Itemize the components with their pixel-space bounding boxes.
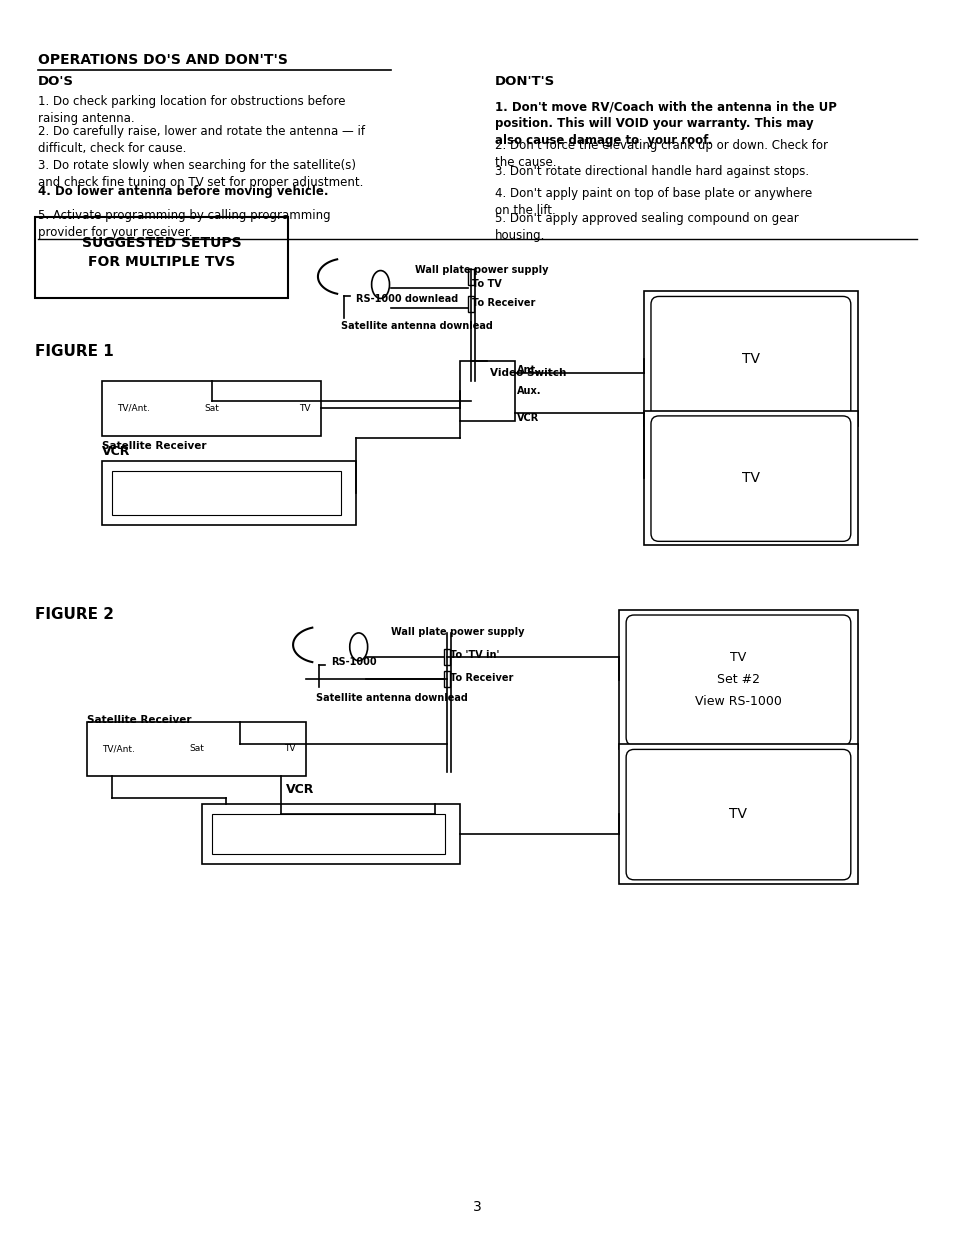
Bar: [212, 814, 445, 853]
FancyBboxPatch shape: [625, 750, 850, 879]
Text: 4. Do lower antenna before moving vehicle.: 4. Do lower antenna before moving vehicl…: [37, 185, 328, 198]
Text: DO'S: DO'S: [37, 75, 73, 89]
Text: 5. Don't apply approved sealing compound on gear
housing.: 5. Don't apply approved sealing compound…: [495, 212, 798, 242]
Bar: [102, 382, 320, 436]
Text: To TV: To TV: [472, 279, 501, 289]
Text: TV: TV: [729, 808, 747, 821]
Text: VCR: VCR: [286, 783, 314, 797]
Text: Wall plate power supply: Wall plate power supply: [415, 264, 548, 274]
Bar: [618, 745, 857, 884]
Text: VCR: VCR: [102, 445, 131, 458]
FancyBboxPatch shape: [650, 416, 850, 541]
Text: To Receiver: To Receiver: [450, 673, 513, 683]
Text: 3: 3: [472, 1200, 481, 1214]
Text: Satellite antenna downlead: Satellite antenna downlead: [340, 321, 492, 331]
Text: Wall plate power supply: Wall plate power supply: [390, 627, 523, 637]
Bar: [468, 296, 474, 312]
Text: 5. Activate programming by calling programming
provider for your receiver.: 5. Activate programming by calling progr…: [37, 209, 330, 238]
Text: RS-1000 downlead: RS-1000 downlead: [355, 294, 457, 305]
Ellipse shape: [350, 632, 367, 661]
FancyBboxPatch shape: [650, 296, 850, 422]
Text: To 'TV in': To 'TV in': [450, 650, 499, 659]
Bar: [102, 461, 355, 525]
FancyBboxPatch shape: [625, 615, 850, 746]
Text: RS-1000: RS-1000: [331, 657, 376, 667]
Ellipse shape: [372, 270, 389, 299]
Text: VCR: VCR: [517, 412, 538, 422]
Text: Sat: Sat: [189, 745, 204, 753]
Bar: [468, 268, 474, 284]
Text: 1. Do check parking location for obstructions before
raising antenna.: 1. Do check parking location for obstruc…: [37, 95, 345, 126]
Text: 1. Don't move RV/Coach with the antenna in the UP
position. This will VOID your : 1. Don't move RV/Coach with the antenna …: [495, 100, 836, 147]
Text: TV/Ant.: TV/Ant.: [102, 745, 135, 753]
Text: OPERATIONS DO'S AND DON'T'S: OPERATIONS DO'S AND DON'T'S: [37, 53, 287, 67]
Text: TV: TV: [741, 471, 760, 485]
Bar: [643, 411, 857, 546]
Text: Satellite antenna downlead: Satellite antenna downlead: [315, 693, 467, 703]
Text: FIGURE 1: FIGURE 1: [34, 345, 113, 359]
Text: 2. Do carefully raise, lower and rotate the antenna — if
difficult, check for ca: 2. Do carefully raise, lower and rotate …: [37, 125, 364, 156]
Text: Satellite Receiver: Satellite Receiver: [102, 441, 207, 451]
Text: TV: TV: [730, 651, 746, 664]
Bar: [112, 471, 340, 515]
Text: Set #2: Set #2: [717, 673, 760, 687]
Bar: [34, 217, 288, 299]
Bar: [444, 671, 450, 687]
Text: TV: TV: [284, 745, 295, 753]
Bar: [459, 361, 515, 421]
Text: 4. Don't apply paint on top of base plate or anywhere
on the lift.: 4. Don't apply paint on top of base plat…: [495, 186, 811, 217]
Text: Ant.: Ant.: [517, 366, 539, 375]
Text: To Receiver: To Receiver: [472, 299, 535, 309]
Text: Aux.: Aux.: [517, 387, 540, 396]
Bar: [87, 721, 306, 777]
Text: TV/Ant.: TV/Ant.: [117, 404, 150, 412]
Text: 2. Don't force the elevating crank up or down. Check for
the cause.: 2. Don't force the elevating crank up or…: [495, 140, 827, 169]
Bar: [444, 648, 450, 664]
Text: FIGURE 2: FIGURE 2: [34, 608, 113, 622]
Text: SUGGESTED SETUPS
FOR MULTIPLE TVS: SUGGESTED SETUPS FOR MULTIPLE TVS: [81, 236, 241, 269]
Bar: [643, 291, 857, 426]
Text: DON'T'S: DON'T'S: [495, 75, 555, 89]
Bar: [618, 610, 857, 750]
Text: Video Switch: Video Switch: [490, 368, 566, 378]
Text: Sat: Sat: [204, 404, 219, 412]
Text: 3. Do rotate slowly when searching for the satellite(s)
and check fine tuning on: 3. Do rotate slowly when searching for t…: [37, 159, 362, 189]
Text: TV: TV: [298, 404, 311, 412]
Text: TV: TV: [741, 352, 760, 366]
Text: View RS-1000: View RS-1000: [695, 695, 781, 708]
Text: Satellite Receiver: Satellite Receiver: [87, 715, 192, 725]
Bar: [201, 804, 459, 864]
Text: 3. Don't rotate directional handle hard against stops.: 3. Don't rotate directional handle hard …: [495, 165, 808, 178]
